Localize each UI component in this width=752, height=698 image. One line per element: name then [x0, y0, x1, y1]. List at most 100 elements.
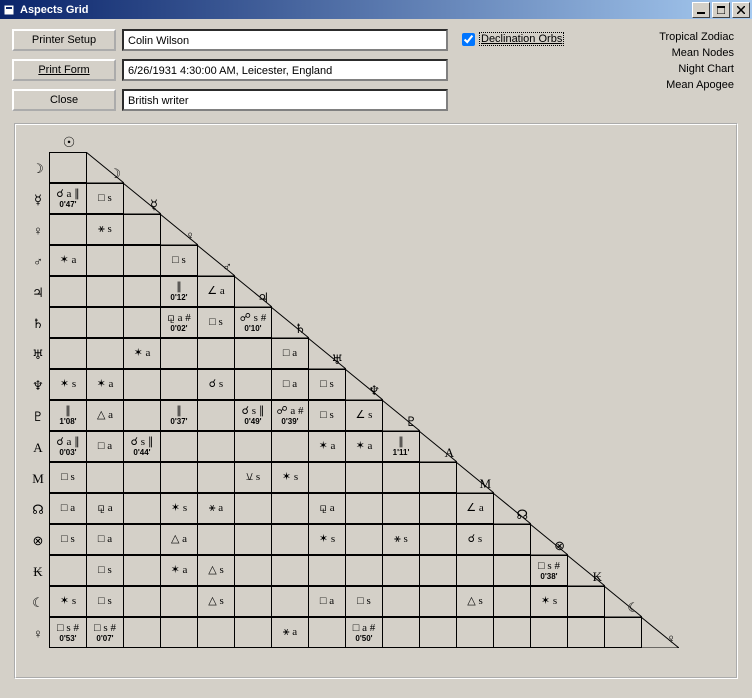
- minimize-button[interactable]: [692, 2, 710, 18]
- close-button[interactable]: [732, 2, 750, 18]
- diagonal-cell: A: [419, 431, 457, 462]
- aspect-cell: [160, 338, 198, 369]
- aspect-cell: [86, 462, 124, 493]
- aspect-cell: [197, 617, 235, 648]
- aspect-cell: [197, 524, 235, 555]
- aspect-cell: □ s #0'53': [49, 617, 87, 648]
- planet-row-label: ♆: [26, 370, 50, 401]
- aspect-cell: ⚼ a #0'02': [160, 307, 198, 338]
- aspect-cell: □ s: [197, 307, 235, 338]
- aspect-cell: ⚹ s: [382, 524, 420, 555]
- printer-setup-button[interactable]: Printer Setup: [12, 29, 116, 51]
- aspect-cell: □ a: [271, 338, 309, 369]
- aspect-cell: ✶ a: [345, 431, 383, 462]
- declination-orbs-checkbox[interactable]: [462, 33, 475, 46]
- aspect-cell: □ s: [160, 245, 198, 276]
- aspect-cell: [345, 555, 383, 586]
- window-title: Aspects Grid: [20, 4, 690, 16]
- aspect-cell: [567, 586, 605, 617]
- aspect-cell: △ s: [197, 586, 235, 617]
- aspect-cell: □ a: [86, 431, 124, 462]
- aspect-cell: [382, 493, 420, 524]
- aspect-cell: ∥0'12': [160, 276, 198, 307]
- info-apogee: Mean Apogee: [659, 77, 734, 93]
- aspect-cell: □ s #0'38': [530, 555, 568, 586]
- aspect-cell: ✶ s: [271, 462, 309, 493]
- info-chart: Night Chart: [659, 61, 734, 77]
- aspect-cell: [123, 245, 161, 276]
- aspect-cell: [197, 400, 235, 431]
- description-field[interactable]: British writer: [122, 89, 448, 111]
- diagonal-cell: ☽: [86, 152, 124, 183]
- aspect-cell: [123, 276, 161, 307]
- print-form-label: Print Form: [38, 64, 89, 76]
- aspect-cell: [197, 431, 235, 462]
- diagonal-cell: ♄: [271, 307, 309, 338]
- aspect-cell: [160, 369, 198, 400]
- aspect-cell: [160, 431, 198, 462]
- maximize-button[interactable]: [712, 2, 730, 18]
- aspect-cell: [530, 617, 568, 648]
- diagonal-cell: ♆: [345, 369, 383, 400]
- planet-row-label: ♂: [26, 246, 50, 277]
- aspect-cell: [86, 338, 124, 369]
- aspect-cell: [234, 493, 272, 524]
- aspect-cell: ⚼ a: [308, 493, 346, 524]
- planet-row-label: ♃: [26, 277, 50, 308]
- chart-info: Tropical Zodiac Mean Nodes Night Chart M…: [659, 29, 740, 93]
- diagonal-cell: ♃: [234, 276, 272, 307]
- aspect-cell: [86, 245, 124, 276]
- aspect-cell: [49, 214, 87, 245]
- aspect-cell: [382, 462, 420, 493]
- aspect-cell: [123, 400, 161, 431]
- aspect-cell: [234, 338, 272, 369]
- aspect-cell: ⚹ s: [86, 214, 124, 245]
- aspect-cell: [567, 617, 605, 648]
- aspect-cell: [382, 555, 420, 586]
- aspects-grid: ☉☽☽☿☌ a ∥0'47'□ s☿♀⚹ s♀♂✶ a□ s♂♃∥0'12'∠ …: [26, 133, 726, 649]
- aspect-cell: [271, 555, 309, 586]
- planet-row-label: ⊗: [26, 525, 50, 556]
- aspect-cell: [49, 276, 87, 307]
- aspect-cell: ✶ a: [123, 338, 161, 369]
- print-form-button[interactable]: Print Form: [12, 59, 116, 81]
- aspect-cell: [49, 307, 87, 338]
- aspect-cell: △ s: [197, 555, 235, 586]
- aspect-cell: ∥1'08': [49, 400, 87, 431]
- aspect-cell: ∠ a: [197, 276, 235, 307]
- aspect-cell: [308, 462, 346, 493]
- aspect-cell: ✶ a: [160, 555, 198, 586]
- aspect-cell: [86, 307, 124, 338]
- aspect-cell: [419, 462, 457, 493]
- aspect-cell: ✶ s: [49, 369, 87, 400]
- aspect-cell: ☌ a ∥0'47': [49, 183, 87, 214]
- aspect-cell: □ s: [308, 369, 346, 400]
- aspect-cell: ☌ s ∥0'49': [234, 400, 272, 431]
- planet-row-label: ♄: [26, 308, 50, 339]
- diagonal-cell: ♀: [641, 617, 679, 648]
- aspect-cell: [345, 493, 383, 524]
- datetime-field[interactable]: 6/26/1931 4:30:00 AM, Leicester, England: [122, 59, 448, 81]
- aspect-cell: [160, 617, 198, 648]
- aspect-cell: ✶ s: [530, 586, 568, 617]
- aspect-cell: [49, 152, 87, 183]
- aspect-cell: [123, 524, 161, 555]
- name-field[interactable]: Colin Wilson: [122, 29, 448, 51]
- aspect-cell: [271, 524, 309, 555]
- planet-row-label: ♀: [26, 215, 50, 246]
- aspect-cell: ✶ a: [49, 245, 87, 276]
- aspect-cell: ☌ s: [197, 369, 235, 400]
- aspect-cell: □ s: [86, 555, 124, 586]
- declination-orbs-label[interactable]: Declination Orbs: [479, 32, 564, 46]
- aspect-cell: [419, 524, 457, 555]
- aspect-cell: [123, 555, 161, 586]
- aspect-cell: [456, 555, 494, 586]
- aspect-cell: [86, 276, 124, 307]
- close-dialog-button[interactable]: Close: [12, 89, 116, 111]
- aspect-cell: [456, 617, 494, 648]
- aspect-cell: □ s: [86, 183, 124, 214]
- aspect-cell: [271, 586, 309, 617]
- aspect-cell: □ a: [49, 493, 87, 524]
- aspect-cell: [382, 617, 420, 648]
- aspect-cell: □ s: [345, 586, 383, 617]
